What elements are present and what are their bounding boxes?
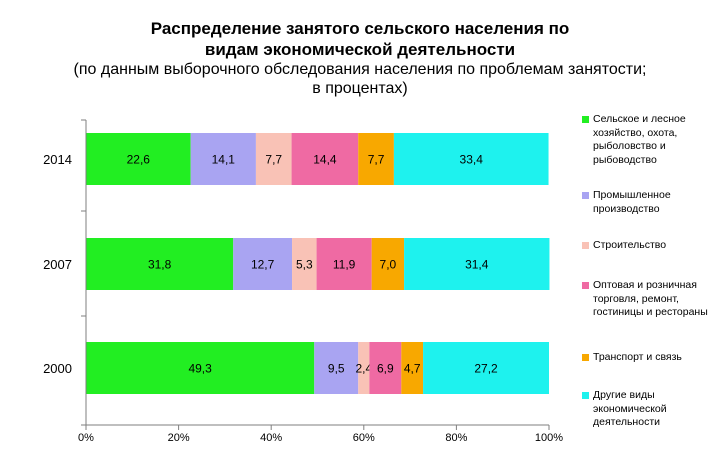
legend-swatch <box>582 354 589 361</box>
bar-segment-2014-2 <box>190 133 256 185</box>
bar-segment-2014-6 <box>393 133 549 185</box>
x-tick-label: 20% <box>168 432 190 444</box>
bar-segment-2014-3 <box>255 133 292 185</box>
bar-segment-2000-4 <box>369 342 402 394</box>
bar-segment-2007-6 <box>404 238 550 290</box>
data-label-2000-1: 49,3 <box>188 362 212 376</box>
x-tick-label: 60% <box>353 432 375 444</box>
chart-subtitle-line-2: в процентах) <box>312 80 408 97</box>
legend-label: Другие виды экономической деятельности <box>593 389 667 428</box>
data-label-2007-4: 11,9 <box>333 258 356 272</box>
legend-item: Сельское и лесное хозяйство, охота, рыбо… <box>582 113 714 167</box>
bar-segment-2014-1 <box>86 133 191 185</box>
legend-item: Оптовая и розничная торговля, ремонт, го… <box>582 279 714 320</box>
data-label-2014-6: 33,4 <box>460 153 484 167</box>
y-tick-label-2000: 2000 <box>43 361 72 376</box>
bar-segment-2007-4 <box>316 238 372 290</box>
data-label-2000-4: 6,9 <box>377 362 394 376</box>
bar-segment-2000-2 <box>314 342 359 394</box>
legend-swatch <box>582 192 589 199</box>
data-label-2000-3: 2,4 <box>355 362 372 376</box>
legend-swatch <box>582 116 589 123</box>
data-label-2000-6: 27,2 <box>474 362 498 376</box>
legend-label: Транспорт и связь <box>593 351 682 363</box>
data-label-2014-3: 7,7 <box>265 153 282 167</box>
data-label-2007-6: 31,4 <box>465 258 489 272</box>
y-tick-label-2014: 2014 <box>43 152 72 167</box>
data-label-2014-1: 22,6 <box>127 153 151 167</box>
chart-title-block: Распределение занятого сельского населен… <box>0 18 720 98</box>
legend-item: Промышленное производство <box>582 189 714 216</box>
data-label-2014-2: 14,1 <box>212 153 236 167</box>
chart-title-line-2: видам экономической деятельности <box>204 40 516 59</box>
chart-subtitle-line-1: (по данным выборочного обследования насе… <box>73 61 647 78</box>
legend-item: Другие виды экономической деятельности <box>582 389 714 430</box>
legend-swatch <box>582 242 589 249</box>
bar-segment-2000-5 <box>401 342 424 394</box>
bar-segment-2007-1 <box>86 238 234 290</box>
bar-segment-2000-6 <box>423 342 549 394</box>
data-label-2000-5: 4,7 <box>404 362 421 376</box>
y-tick-label-2007: 2007 <box>43 257 72 272</box>
legend-item: Строительство <box>582 239 714 253</box>
data-label-2014-4: 14,4 <box>313 153 337 167</box>
legend-label: Оптовая и розничная торговля, ремонт, го… <box>593 279 708 318</box>
x-tick-label: 80% <box>445 432 467 444</box>
data-label-2014-5: 7,7 <box>368 153 385 167</box>
legend-label: Промышленное производство <box>593 189 671 215</box>
chart-title-line-1: Распределение занятого сельского населен… <box>150 19 570 38</box>
bar-segment-2007-3 <box>292 238 317 290</box>
legend-label: Строительство <box>593 239 667 251</box>
legend-swatch <box>582 282 589 289</box>
legend-item: Транспорт и связь <box>582 351 714 365</box>
data-label-2000-2: 9,5 <box>328 362 345 376</box>
data-label-2007-2: 12,7 <box>251 258 275 272</box>
legend-swatch <box>582 392 589 399</box>
bar-segment-2000-3 <box>358 342 370 394</box>
bar-segment-2000-1 <box>86 342 315 394</box>
x-tick-label: 0% <box>78 432 94 444</box>
data-label-2007-5: 7,0 <box>380 258 397 272</box>
x-tick-label: 100% <box>535 432 563 444</box>
bar-segment-2014-5 <box>358 133 394 185</box>
data-label-2007-1: 31,8 <box>148 258 172 272</box>
bar-segment-2014-4 <box>291 133 359 185</box>
bar-segment-2007-5 <box>371 238 405 290</box>
data-label-2007-3: 5,3 <box>296 258 313 272</box>
x-tick-label: 40% <box>260 432 282 444</box>
bar-segment-2007-2 <box>233 238 293 290</box>
legend-label: Сельское и лесное хозяйство, охота, рыбо… <box>593 113 686 166</box>
